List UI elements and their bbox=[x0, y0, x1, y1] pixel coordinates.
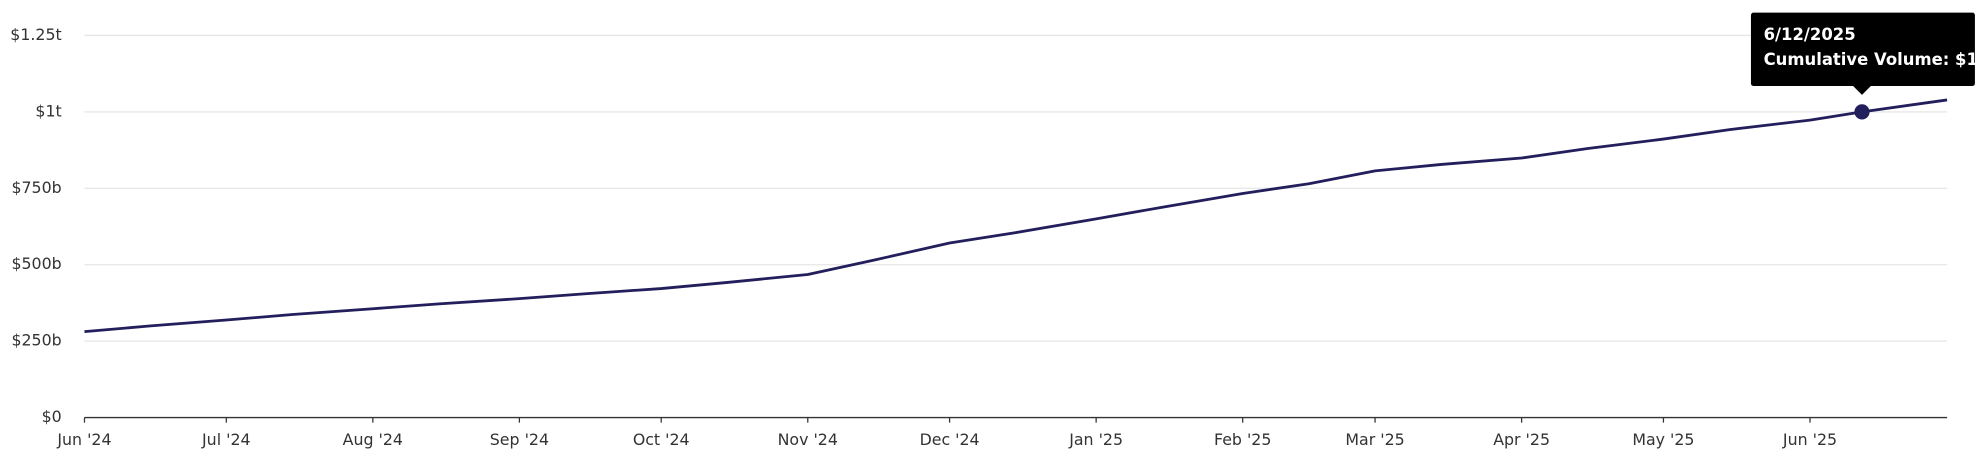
tooltip-dot bbox=[1854, 104, 1870, 120]
y-tick-label: $0 bbox=[42, 407, 62, 426]
x-tick-label: Nov '24 bbox=[778, 430, 838, 449]
x-tick-label: Jun '24 bbox=[56, 430, 111, 449]
tooltip: 6/12/2025 Cumulative Volume: $1t bbox=[1750, 12, 1986, 95]
x-tick-label: Jan '25 bbox=[1068, 430, 1123, 449]
y-tick-label: $250b bbox=[11, 331, 61, 350]
y-tick-label: $750b bbox=[11, 178, 61, 197]
y-tick-label: $1t bbox=[35, 101, 61, 120]
x-tick-label: Jul '24 bbox=[201, 430, 251, 449]
tooltip-pointer bbox=[1853, 86, 1871, 95]
tooltip-date: 6/12/2025 bbox=[1764, 25, 1856, 44]
y-tick-label: $1.25t bbox=[10, 25, 61, 44]
y-tick-label: $500b bbox=[11, 254, 61, 273]
x-tick-label: Mar '25 bbox=[1345, 430, 1404, 449]
x-tick-label: Dec '24 bbox=[920, 430, 980, 449]
x-tick-label: May '25 bbox=[1632, 430, 1694, 449]
line-series bbox=[84, 98, 1948, 334]
x-tick-label: Feb '25 bbox=[1214, 430, 1271, 449]
x-tick-label: Apr '25 bbox=[1493, 430, 1550, 449]
x-tick-label: Jun '25 bbox=[1782, 430, 1837, 449]
x-tick-label: Sep '24 bbox=[490, 430, 549, 449]
tooltip-box bbox=[1750, 12, 1975, 87]
x-tick-label: Oct '24 bbox=[633, 430, 690, 449]
tooltip-label: Cumulative Volume: $1t bbox=[1764, 50, 1986, 69]
x-tick-label: Aug '24 bbox=[343, 430, 403, 449]
